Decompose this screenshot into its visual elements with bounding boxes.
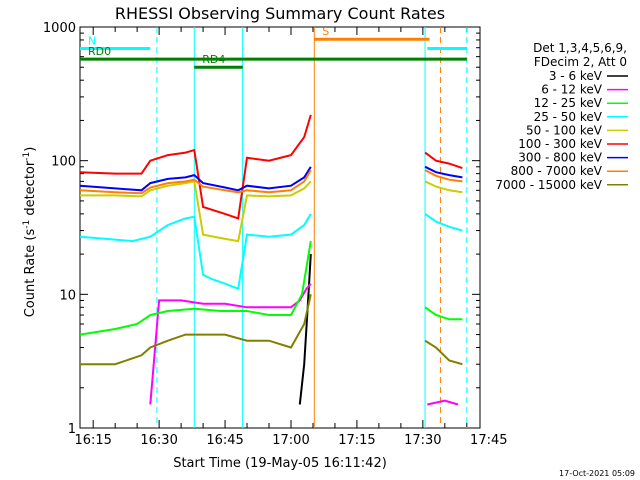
series-line xyxy=(80,294,312,366)
flag-label: N xyxy=(88,35,96,48)
series-line xyxy=(149,283,312,405)
series-line xyxy=(298,254,312,405)
x-tick-label: 16:15 xyxy=(74,433,111,448)
legend-label: 12 - 25 keV xyxy=(534,96,603,110)
flag-label: S xyxy=(322,25,329,38)
plot-frame xyxy=(79,26,481,429)
legend-label: 100 - 300 keV xyxy=(518,137,602,151)
series-line xyxy=(79,169,312,195)
legend-label: 7000 - 15000 keV xyxy=(495,178,602,192)
x-tick-label: 17:00 xyxy=(272,433,309,448)
series-line xyxy=(79,166,312,192)
y-tick-label: 100 xyxy=(51,155,76,170)
x-tick-label: 16:45 xyxy=(206,433,243,448)
footer-timestamp: 17-Oct-2021 05:09 xyxy=(559,469,635,478)
series-line xyxy=(424,339,463,366)
legend-label: 25 - 50 keV xyxy=(534,110,603,124)
x-tick-label: 17:45 xyxy=(470,433,507,448)
x-axis-label: Start Time (19-May-05 16:11:42) xyxy=(173,456,387,471)
series-line xyxy=(424,165,463,179)
series-line xyxy=(79,240,312,336)
legend-label: 300 - 800 keV xyxy=(518,151,602,165)
flag-label: RD0 xyxy=(88,45,111,58)
x-tick-label: 16:30 xyxy=(140,433,177,448)
series-line xyxy=(79,114,312,220)
x-tick-label: 17:30 xyxy=(404,433,441,448)
series-line xyxy=(424,180,463,194)
legend-label: 3 - 6 keV xyxy=(549,69,603,83)
y-axis-label: Count Rate (s-1 detector-1) xyxy=(22,147,38,318)
legend-header-line1: Det 1,3,4,5,6,9, xyxy=(533,41,627,55)
series-line xyxy=(424,151,463,170)
legend-header-line2: FDecim 2, Att 0 xyxy=(534,55,627,69)
series-line xyxy=(424,169,463,183)
legend-label: 800 - 7000 keV xyxy=(511,164,603,178)
y-tick-label: 1 xyxy=(68,422,76,437)
x-tick-label: 17:15 xyxy=(338,433,375,448)
plot-area: 1 10 100 1000 16:15 16:30 16:45 17:00 17:15 17:30… xyxy=(43,21,628,448)
series-line xyxy=(427,399,459,406)
y-tick-label: 1000 xyxy=(43,21,76,36)
series-line xyxy=(424,213,463,232)
y-tick-label: 10 xyxy=(59,288,76,303)
legend-label: 50 - 100 keV xyxy=(526,123,603,137)
series-line xyxy=(79,213,312,291)
series-line xyxy=(80,180,312,243)
flag-label: RD4 xyxy=(202,53,225,66)
series-line xyxy=(424,306,463,321)
legend-label: 6 - 12 keV xyxy=(541,83,603,97)
chart-title: RHESSI Observing Summary Count Rates xyxy=(115,4,445,23)
